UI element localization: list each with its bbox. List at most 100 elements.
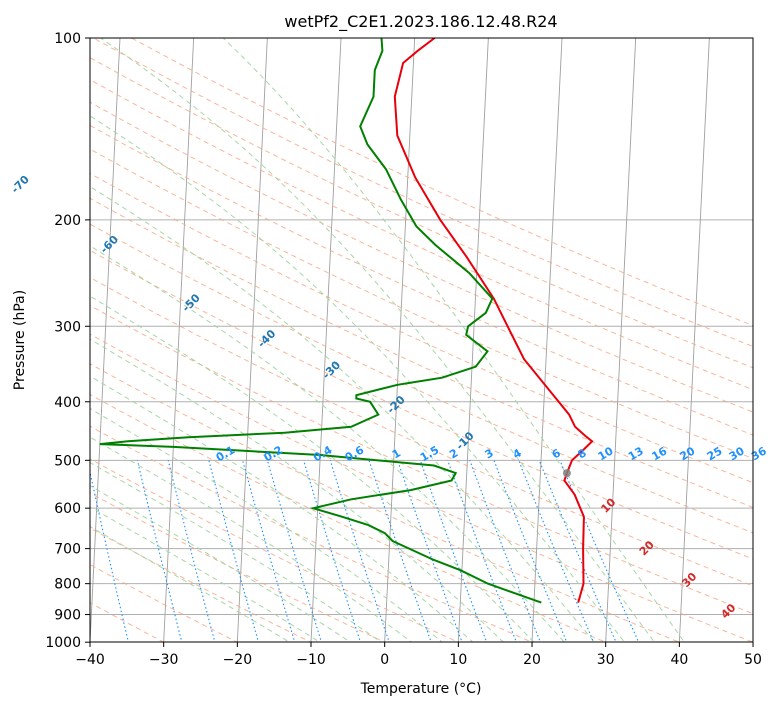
isotherm-label: -40 xyxy=(255,327,278,350)
dry-adiabat-line xyxy=(90,393,607,642)
isotherm-line xyxy=(457,38,489,642)
dry-adiabat-line xyxy=(90,223,753,534)
isotherm-line xyxy=(90,38,121,642)
x-tick-label: −40 xyxy=(75,652,105,668)
y-tick-label: 100 xyxy=(54,31,81,47)
isotherm-line xyxy=(752,633,753,642)
dry-adiabat-line xyxy=(90,197,753,509)
mixing-ratio-line xyxy=(41,460,82,655)
isotherm-line xyxy=(163,38,195,642)
mixing-ratio-line xyxy=(469,460,541,642)
dry-adiabat-line xyxy=(90,563,239,642)
x-tick-label: 30 xyxy=(597,652,615,668)
mixing-ratio-label: 1.5 xyxy=(418,443,441,464)
plot-frame xyxy=(89,37,754,643)
y-axis-label: Pressure (hPa) xyxy=(12,290,28,390)
mixing-ratio-label: 0.1 xyxy=(214,443,237,464)
dry-adiabat-line xyxy=(90,276,753,587)
x-tick-label: 10 xyxy=(449,652,467,668)
dry-adiabat-line xyxy=(90,172,753,484)
x-axis-label: Temperature (°C) xyxy=(360,681,482,697)
lcl-marker xyxy=(562,469,571,478)
mixing-ratio-line xyxy=(397,460,463,642)
profiles xyxy=(99,38,594,604)
y-axis-ticks: 100 200 300 400 500 600 700 800 900 1000 xyxy=(45,31,90,651)
dry-adiabat-line xyxy=(90,101,753,413)
x-tick-label: −20 xyxy=(223,652,253,668)
isotherm-line xyxy=(605,38,637,642)
mixing-ratio-label: 3 xyxy=(483,446,496,461)
x-tick-label: 20 xyxy=(523,652,541,668)
y-tick-label: 300 xyxy=(54,319,81,335)
isotherm-line xyxy=(531,38,563,642)
y-tick-label: 400 xyxy=(54,395,81,411)
moist-adiabat-line xyxy=(90,115,625,642)
dry-adiabat-line xyxy=(90,527,312,642)
mixing-ratio-line xyxy=(419,460,488,642)
moist-adiabat-line xyxy=(90,485,351,642)
chart-title: wetPf2_C2E1.2023.186.12.48.R24 xyxy=(284,12,557,32)
mixing-ratio-line xyxy=(208,460,260,642)
dewpoint-profile xyxy=(99,38,542,604)
dry-adiabat-line xyxy=(131,38,753,327)
isotherm-line xyxy=(236,38,268,642)
y-tick-label: 1000 xyxy=(45,635,81,651)
dry-adiabat-label: 40 xyxy=(718,601,738,621)
x-tick-label: −30 xyxy=(149,652,179,668)
mixing-ratio-line xyxy=(518,460,595,642)
mixing-ratio-label: 8 xyxy=(575,446,588,461)
moist-adiabat-line xyxy=(90,295,535,642)
dry-adiabat-line xyxy=(90,304,753,615)
dry-adiabat-line xyxy=(90,458,460,642)
dry-adiabat-line xyxy=(90,249,753,560)
x-tick-label: 40 xyxy=(670,652,688,668)
dry-adiabat-label: 20 xyxy=(637,538,657,558)
x-axis-ticks: −40 −30 −20 −10 0 10 20 30 40 50 xyxy=(75,642,762,668)
y-tick-label: 800 xyxy=(54,577,81,593)
moist-adiabat-line xyxy=(90,245,565,642)
moist-adiabat-line xyxy=(90,185,595,642)
dry-adiabat-label: 10 xyxy=(598,495,618,515)
isotherm-label: -20 xyxy=(385,393,408,416)
mixing-ratio-label: 0.2 xyxy=(262,443,285,464)
y-tick-label: 700 xyxy=(54,542,81,558)
mixing-ratio-line xyxy=(329,460,390,642)
y-tick-label: 500 xyxy=(54,453,81,469)
y-tick-label: 600 xyxy=(54,501,81,517)
moist-adiabat-line xyxy=(90,407,443,642)
x-tick-label: 50 xyxy=(744,652,762,668)
dry-adiabat-line xyxy=(90,425,533,642)
isotherm-label: -10 xyxy=(453,429,476,452)
mixing-ratio-line xyxy=(303,460,362,642)
mixing-ratio-label: 0.6 xyxy=(343,443,367,464)
isotherm-label: -30 xyxy=(320,358,343,381)
mixing-ratio-line xyxy=(266,460,322,642)
isotherm-line xyxy=(678,38,710,642)
mixing-ratio-line xyxy=(90,469,129,642)
temperature-profile xyxy=(393,38,594,603)
background-lines xyxy=(41,38,753,655)
dry-adiabat-line xyxy=(90,333,753,642)
dry-adiabat-line xyxy=(93,38,753,347)
dry-adiabat-line xyxy=(90,79,753,391)
mixing-ratio-line xyxy=(167,460,216,642)
moist-adiabat-line xyxy=(222,38,685,642)
isotherm-label: -70 xyxy=(9,173,32,196)
x-tick-label: −10 xyxy=(296,652,326,668)
dry-adiabat-line xyxy=(90,124,753,436)
moist-adiabat-line xyxy=(90,506,321,642)
mixing-ratio-line xyxy=(368,460,432,642)
mixing-ratio-line xyxy=(447,460,517,642)
isotherm-label: -50 xyxy=(180,291,203,314)
dry-adiabat-line xyxy=(90,601,165,642)
mixing-ratio-line xyxy=(136,460,183,642)
dry-adiabat-line xyxy=(90,148,753,460)
isotherm-line xyxy=(384,38,416,642)
moist-adiabat-line xyxy=(90,338,505,642)
dry-adiabat-line xyxy=(90,492,386,642)
mixing-ratio-label: 0.4 xyxy=(311,443,335,464)
moist-adiabat-line xyxy=(100,38,655,642)
moist-adiabat-line xyxy=(90,436,413,642)
y-tick-label: 200 xyxy=(54,213,81,229)
